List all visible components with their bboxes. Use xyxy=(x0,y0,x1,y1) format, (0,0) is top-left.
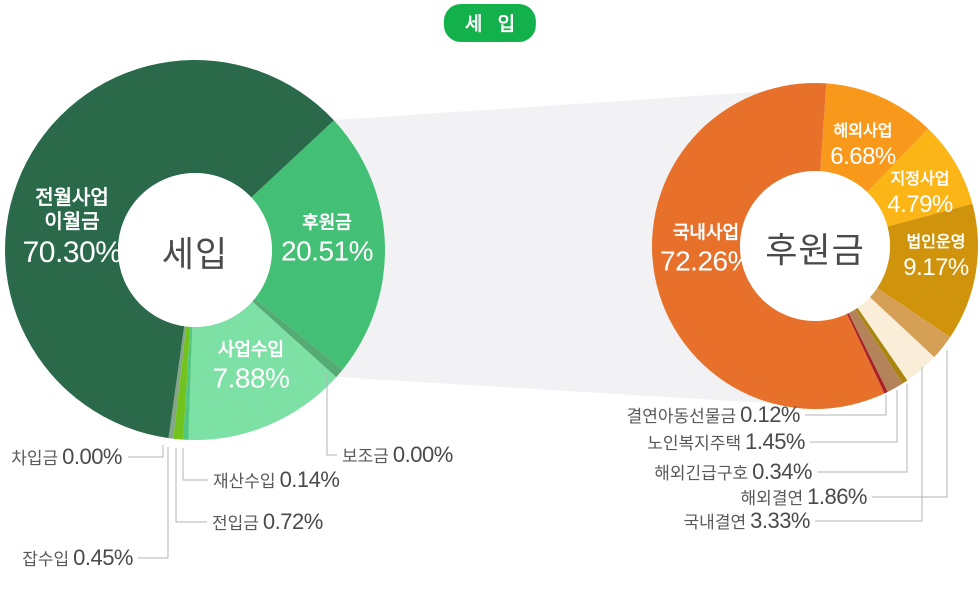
donut-hole-revenue xyxy=(118,173,272,327)
leader-line-donation-5 xyxy=(817,384,908,473)
leader-line-donation-6 xyxy=(810,390,898,443)
pie-slice-revenue-6 xyxy=(168,326,187,439)
callout-label-donation-7: 결연아동선물금 0.12% xyxy=(626,402,801,427)
slice-label-revenue-3: 사업수입 7.88% xyxy=(212,339,290,394)
slice-label-donation-2: 법인운영 9.17% xyxy=(903,233,969,281)
left-donut-center-label: 세입 xyxy=(161,235,229,275)
pie-slice-donation-2 xyxy=(877,203,978,338)
pie-slice-donation-8 xyxy=(652,83,885,410)
leader-line-revenue-2 xyxy=(326,373,337,456)
callout-label-revenue-2: 보조금 0.00% xyxy=(342,442,453,467)
right-donut-center-label: 후원금 xyxy=(765,231,865,271)
title-badge-label: 세 입 xyxy=(464,14,521,35)
pie-slice-revenue-2 xyxy=(252,298,343,378)
callout-label-revenue-6: 잡수입 0.45% xyxy=(22,545,133,570)
callout-label-donation-3: 해외결연 1.86% xyxy=(740,484,868,509)
callout-label-revenue-4: 재산수입 0.14% xyxy=(213,467,340,492)
slice-label-revenue-0: 전월사업 이월금 70.30% xyxy=(22,187,122,270)
slice-label-donation-1: 지정사업 4.79% xyxy=(887,170,953,218)
pie-slice-donation-1 xyxy=(867,128,973,227)
leader-line-revenue-4 xyxy=(182,448,208,481)
leader-line-revenue-5 xyxy=(175,448,207,523)
pie-slice-revenue-3 xyxy=(188,301,337,440)
pie-slice-donation-4 xyxy=(857,297,935,381)
leader-line-donation-7 xyxy=(805,395,887,416)
leader-line-donation-3 xyxy=(872,350,948,498)
leader-line-donation-4 xyxy=(815,367,923,522)
leader-line-revenue-7 xyxy=(128,445,164,458)
callout-label-donation-6: 노인복지주택 1.45% xyxy=(647,429,805,454)
callout-label-donation-5: 해외긴급구호 0.34% xyxy=(654,459,812,484)
donut-hole-donation xyxy=(740,171,890,321)
title-badge: 세 입 xyxy=(443,4,537,42)
pie-slice-revenue-5 xyxy=(173,326,191,440)
slice-label-donation-0: 해외사업 6.68% xyxy=(830,122,896,170)
pie-slice-donation-3 xyxy=(869,287,951,358)
pie-slice-donation-7 xyxy=(846,313,888,394)
pie-slice-donation-5 xyxy=(855,307,908,384)
callout-label-revenue-7: 차입금 0.00% xyxy=(11,444,122,469)
slice-label-revenue-1: 후원금 20.51% xyxy=(281,212,373,267)
slice-label-donation-8: 국내사업 72.26% xyxy=(660,222,752,277)
pie-slice-donation-0 xyxy=(820,83,929,193)
pie-slice-revenue-1 xyxy=(251,120,385,370)
callout-label-donation-4: 국내결연 3.33% xyxy=(683,508,811,533)
callout-label-revenue-5: 전입금 0.72% xyxy=(212,509,323,534)
pie-slice-revenue-4 xyxy=(183,326,193,440)
leader-line-revenue-6 xyxy=(138,447,169,559)
pie-slice-revenue-0 xyxy=(5,60,334,439)
pie-slice-donation-6 xyxy=(848,309,903,392)
